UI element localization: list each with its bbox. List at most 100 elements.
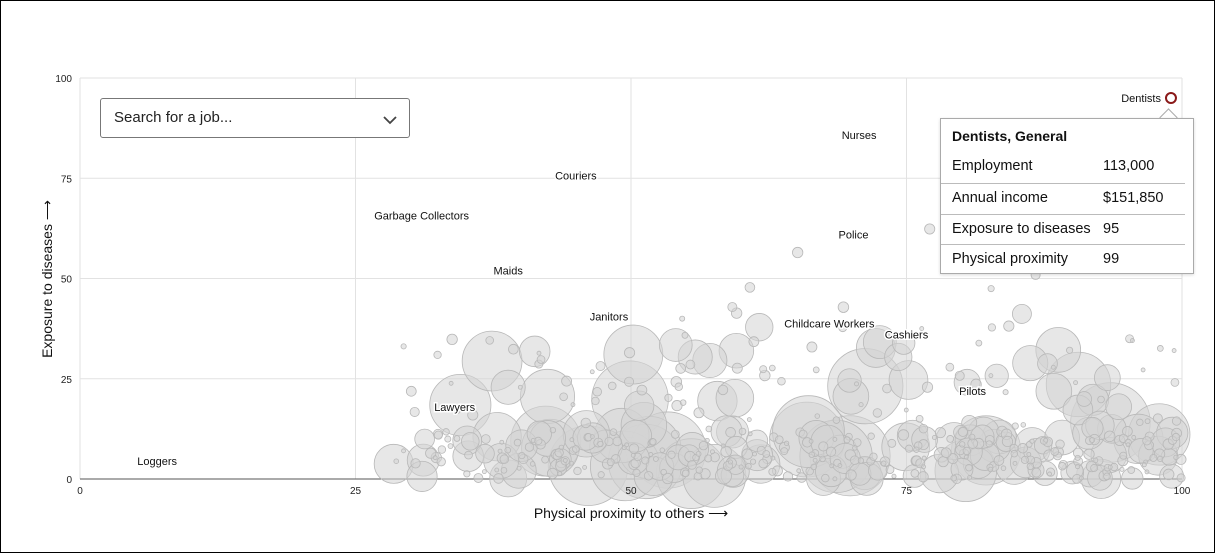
job-bubble[interactable]	[843, 436, 851, 444]
bubble-dentists[interactable]	[1164, 92, 1177, 105]
job-bubble[interactable]	[405, 385, 417, 397]
job-bubble[interactable]	[947, 453, 959, 464]
job-bubble[interactable]	[910, 469, 920, 478]
job-bubble[interactable]	[1127, 466, 1136, 474]
job-bubble[interactable]	[687, 460, 697, 470]
job-bubble[interactable]	[777, 376, 786, 386]
job-bubble[interactable]	[1103, 472, 1111, 481]
job-bubble[interactable]	[1171, 416, 1182, 426]
job-bubble[interactable]	[741, 448, 753, 460]
job-bubble[interactable]	[630, 452, 636, 458]
job-bubble[interactable]	[1035, 373, 1073, 410]
job-bubble[interactable]	[918, 423, 929, 434]
job-bubble[interactable]	[433, 430, 443, 440]
job-bubble[interactable]	[710, 449, 715, 455]
job-bubble[interactable]	[524, 442, 535, 452]
job-bubble[interactable]	[704, 437, 710, 443]
job-bubble[interactable]	[481, 469, 487, 475]
job-bubble[interactable]	[845, 469, 857, 481]
job-bubble[interactable]	[818, 441, 829, 452]
job-bubble[interactable]	[796, 468, 802, 474]
job-bubble[interactable]	[1097, 395, 1105, 404]
job-bubble[interactable]	[659, 447, 665, 453]
job-bubble[interactable]	[695, 450, 702, 457]
job-bubble[interactable]	[558, 444, 565, 451]
job-bubble[interactable]	[1094, 364, 1121, 391]
job-bubble[interactable]	[808, 451, 815, 458]
job-bubble[interactable]	[987, 466, 994, 473]
job-bubble[interactable]	[573, 466, 582, 476]
job-bubble[interactable]	[1090, 464, 1099, 472]
job-bubble[interactable]	[1010, 449, 1019, 458]
job-bubble[interactable]	[1078, 475, 1084, 481]
job-bubble[interactable]	[1058, 462, 1067, 471]
job-bubble[interactable]	[738, 427, 747, 436]
job-bubble[interactable]	[685, 359, 696, 370]
job-bubble[interactable]	[670, 429, 680, 439]
job-bubble[interactable]	[792, 246, 804, 259]
job-bubble[interactable]	[759, 365, 768, 374]
job-bubble[interactable]	[962, 446, 971, 456]
job-bubble[interactable]	[867, 432, 875, 440]
job-bubble[interactable]	[806, 341, 818, 353]
job-bubble[interactable]	[1055, 439, 1065, 449]
job-bubble[interactable]	[649, 438, 657, 446]
job-bubble[interactable]	[589, 434, 595, 440]
job-bubble[interactable]	[1047, 471, 1052, 477]
job-bubble[interactable]	[832, 476, 838, 482]
job-bubble[interactable]	[717, 384, 729, 396]
job-bubble[interactable]	[1142, 436, 1152, 446]
job-bubble[interactable]	[530, 437, 536, 443]
job-bubble[interactable]	[812, 457, 818, 463]
job-bubble[interactable]	[1020, 455, 1029, 464]
job-bubble[interactable]	[1003, 320, 1015, 332]
job-bubble[interactable]	[919, 326, 925, 331]
job-bubble[interactable]	[409, 406, 420, 417]
job-bubble[interactable]	[887, 438, 897, 448]
job-bubble[interactable]	[446, 333, 458, 346]
job-bubble[interactable]	[1176, 473, 1186, 483]
job-bubble[interactable]	[814, 413, 820, 419]
job-bubble[interactable]	[1075, 463, 1081, 470]
job-bubble[interactable]	[750, 458, 757, 465]
job-bubble[interactable]	[812, 366, 820, 374]
job-bubble[interactable]	[570, 402, 576, 408]
job-bubble[interactable]	[985, 440, 993, 448]
job-bubble[interactable]	[410, 458, 421, 469]
job-bubble[interactable]	[752, 451, 757, 457]
job-bubble[interactable]	[681, 469, 690, 478]
job-bubble[interactable]	[448, 380, 454, 386]
job-bubble[interactable]	[704, 454, 713, 463]
job-bubble[interactable]	[406, 460, 438, 492]
job-bubble[interactable]	[536, 350, 542, 356]
job-bubble[interactable]	[674, 382, 683, 391]
job-bubble[interactable]	[624, 347, 636, 359]
job-bubble[interactable]	[444, 435, 452, 443]
job-bubble[interactable]	[921, 455, 927, 461]
job-bubble[interactable]	[852, 445, 858, 451]
job-bubble[interactable]	[628, 443, 640, 454]
job-bubble[interactable]	[400, 343, 407, 350]
job-bubble[interactable]	[963, 454, 969, 460]
job-bubble[interactable]	[660, 468, 667, 476]
job-bubble[interactable]	[897, 429, 910, 441]
job-bubble[interactable]	[604, 436, 614, 446]
job-bubble[interactable]	[425, 447, 437, 459]
job-bubble[interactable]	[1105, 393, 1132, 420]
job-bubble[interactable]	[1152, 413, 1163, 424]
job-bubble[interactable]	[475, 443, 495, 464]
job-bubble[interactable]	[432, 455, 438, 461]
job-bubble[interactable]	[679, 315, 686, 322]
job-bubble[interactable]	[534, 436, 543, 446]
job-bubble[interactable]	[959, 441, 966, 448]
job-bubble[interactable]	[1029, 438, 1035, 444]
job-bubble[interactable]	[1002, 389, 1009, 396]
job-bubble[interactable]	[1141, 462, 1147, 468]
job-bubble[interactable]	[519, 335, 551, 368]
job-bubble[interactable]	[1089, 437, 1096, 443]
job-bubble[interactable]	[854, 381, 859, 387]
job-bubble[interactable]	[1020, 422, 1026, 428]
job-bubble[interactable]	[536, 355, 546, 364]
job-bubble[interactable]	[852, 438, 862, 447]
